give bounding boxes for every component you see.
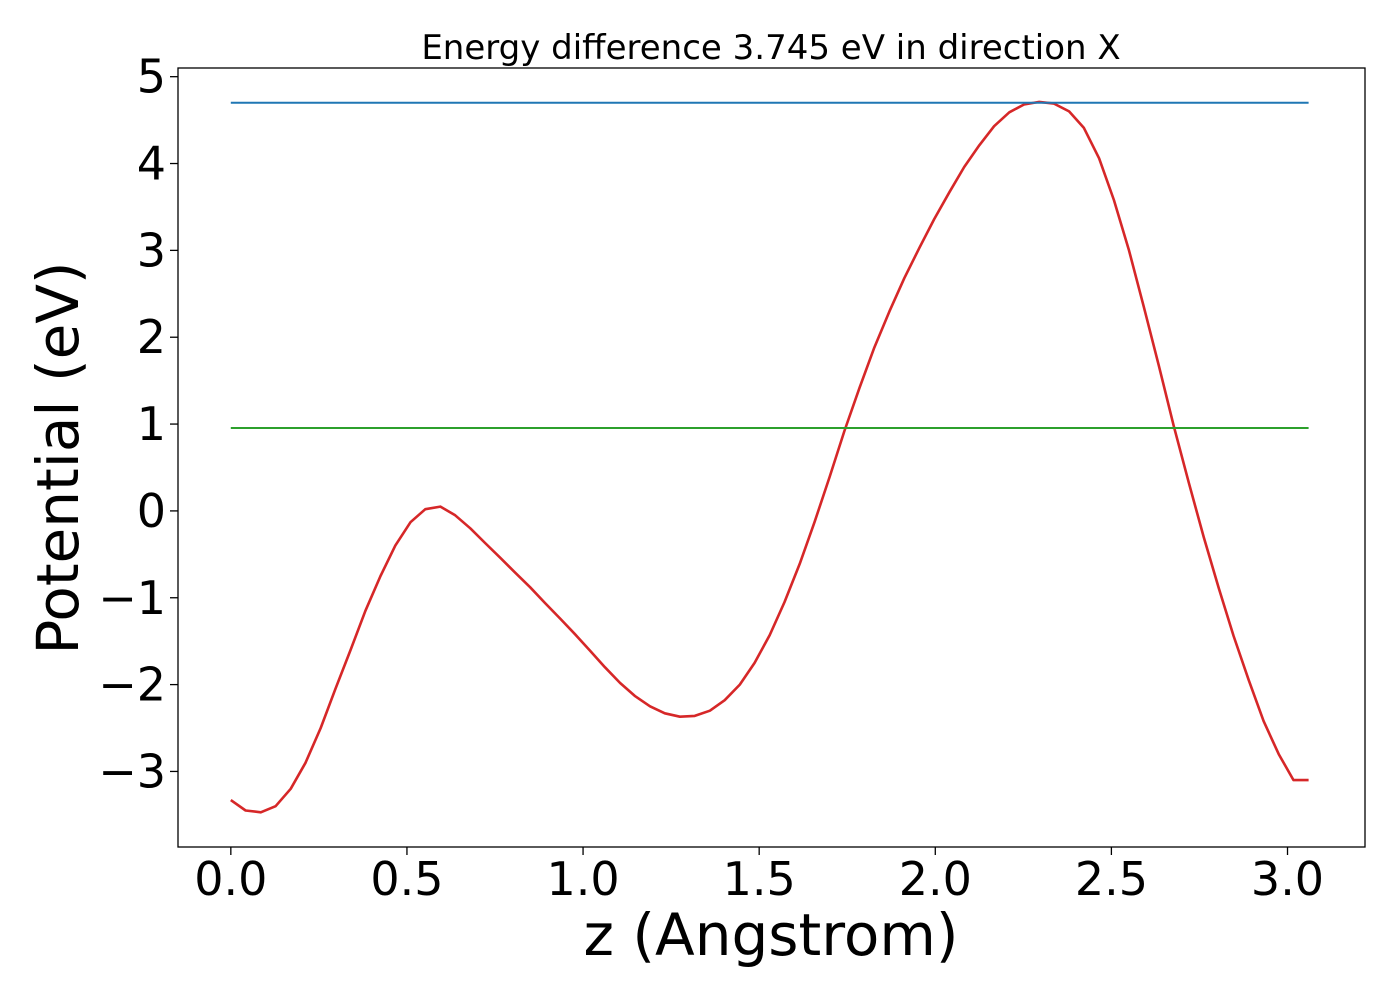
x-axis-title: z (Angstrom) [584, 901, 959, 969]
x-tick-label: 1.0 [546, 852, 619, 906]
y-tick-label: −1 [98, 571, 166, 625]
y-tick-label: −2 [98, 658, 166, 712]
x-tick-label: 0.0 [194, 852, 267, 906]
y-axis-title: Potential (eV) [24, 261, 92, 654]
plot-frame [177, 67, 1366, 848]
y-axis: −3 −2 −1 0 1 2 3 4 5 [98, 50, 178, 798]
y-tick-label: 5 [137, 50, 166, 104]
y-tick-label: 3 [137, 223, 166, 277]
y-tick-label: 1 [137, 397, 166, 451]
plot-area [230, 100, 1309, 814]
x-axis: 0.0 0.5 1.0 1.5 2.0 2.5 3.0 [194, 847, 1324, 906]
x-tick-label: 2.5 [1075, 852, 1148, 906]
series-line-0 [230, 100, 1309, 814]
x-tick-label: 3.0 [1251, 852, 1324, 906]
y-tick-label: −3 [98, 744, 166, 798]
y-tick-label: 4 [137, 137, 166, 191]
y-tick-label: 2 [137, 310, 166, 364]
chart-title: Energy difference 3.745 eV in direction … [421, 28, 1120, 68]
y-tick-label: 0 [137, 484, 166, 538]
x-tick-label: 0.5 [370, 852, 443, 906]
x-tick-label: 2.0 [899, 852, 972, 906]
x-tick-label: 1.5 [723, 852, 796, 906]
